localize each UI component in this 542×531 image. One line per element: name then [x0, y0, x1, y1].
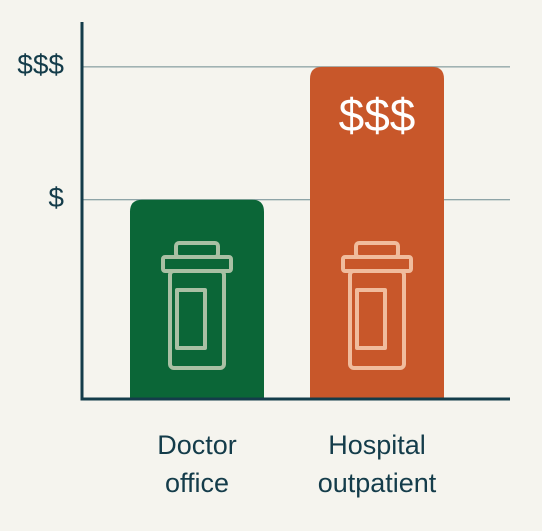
bar [310, 66, 444, 400]
bottle-body [168, 269, 226, 370]
bottle-body [348, 269, 406, 370]
pill-bottle-icon [341, 241, 413, 370]
bottle-label [355, 288, 387, 350]
x-tick-label: Hospital outpatient [318, 430, 437, 498]
pill-bottle-icon [161, 241, 233, 370]
bar [130, 199, 264, 399]
bottle-label [175, 288, 207, 350]
y-tick-label: $ [48, 182, 64, 213]
x-tick-label: Doctor office [157, 430, 237, 498]
y-tick-label: $$$ [17, 49, 64, 80]
value-label: $$$ [339, 89, 416, 141]
